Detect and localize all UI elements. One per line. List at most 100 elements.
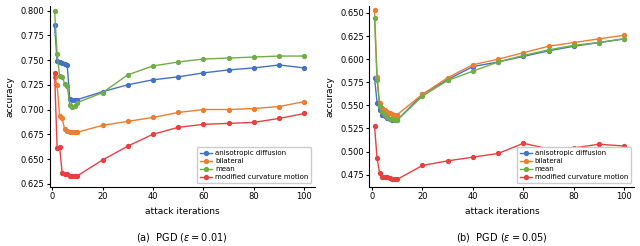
Line: anisotropic diffusion: anisotropic diffusion [372, 37, 627, 122]
mean [124, 73, 132, 76]
mean [388, 118, 396, 121]
anisotropic diffusion [391, 119, 399, 122]
modified curvature motion [68, 174, 76, 177]
bilateral [595, 37, 603, 40]
bilateral [391, 113, 399, 116]
mean [58, 75, 66, 78]
bilateral [53, 83, 61, 86]
bilateral [419, 93, 426, 96]
anisotropic diffusion [250, 66, 258, 69]
anisotropic diffusion [595, 41, 603, 44]
anisotropic diffusion [61, 62, 68, 65]
mean [376, 105, 383, 108]
modified curvature motion [371, 124, 378, 127]
anisotropic diffusion [388, 119, 396, 122]
anisotropic diffusion [149, 78, 157, 81]
modified curvature motion [520, 142, 527, 145]
Line: anisotropic diffusion: anisotropic diffusion [52, 23, 307, 102]
anisotropic diffusion [71, 98, 79, 101]
mean [61, 82, 68, 85]
anisotropic diffusion [520, 55, 527, 58]
mean [469, 70, 477, 73]
modified curvature motion [383, 176, 391, 179]
mean [225, 57, 232, 60]
bilateral [275, 105, 283, 108]
modified curvature motion [56, 146, 63, 149]
mean [51, 9, 58, 12]
bilateral [621, 34, 628, 37]
anisotropic diffusion [419, 93, 426, 96]
modified curvature motion [378, 175, 386, 178]
anisotropic diffusion [63, 63, 71, 66]
modified curvature motion [61, 172, 68, 175]
bilateral [124, 120, 132, 123]
Legend: anisotropic diffusion, bilateral, mean, modified curvature motion: anisotropic diffusion, bilateral, mean, … [516, 147, 631, 183]
bilateral [68, 131, 76, 134]
modified curvature motion [444, 159, 452, 162]
mean [386, 118, 394, 121]
bilateral [71, 131, 79, 134]
modified curvature motion [394, 178, 401, 181]
mean [250, 56, 258, 59]
anisotropic diffusion [386, 118, 394, 121]
anisotropic diffusion [301, 66, 308, 69]
bilateral [386, 111, 394, 114]
mean [56, 74, 63, 77]
anisotropic diffusion [444, 78, 452, 81]
bilateral [174, 111, 182, 114]
anisotropic diffusion [570, 45, 578, 48]
modified curvature motion [545, 147, 552, 150]
anisotropic diffusion [383, 117, 391, 120]
Line: modified curvature motion: modified curvature motion [372, 124, 627, 181]
bilateral [378, 107, 386, 110]
modified curvature motion [376, 171, 383, 174]
anisotropic diffusion [124, 83, 132, 86]
anisotropic diffusion [68, 98, 76, 101]
Y-axis label: accuracy: accuracy [6, 76, 15, 117]
mean [53, 53, 61, 56]
modified curvature motion [391, 178, 399, 181]
mean [444, 79, 452, 82]
anisotropic diffusion [381, 115, 388, 118]
anisotropic diffusion [371, 76, 378, 79]
modified curvature motion [71, 174, 79, 177]
modified curvature motion [66, 174, 74, 177]
anisotropic diffusion [494, 61, 502, 63]
mean [74, 101, 81, 104]
anisotropic diffusion [58, 62, 66, 64]
bilateral [66, 131, 74, 134]
bilateral [520, 51, 527, 54]
mean [174, 61, 182, 63]
mean [200, 58, 207, 61]
mean [275, 55, 283, 58]
mean [394, 119, 401, 122]
mean [595, 41, 603, 44]
mean [99, 91, 106, 94]
modified curvature motion [53, 147, 61, 150]
bilateral [388, 112, 396, 115]
bilateral [545, 45, 552, 48]
bilateral [376, 101, 383, 104]
bilateral [301, 100, 308, 103]
mean [373, 78, 381, 81]
mean [383, 116, 391, 119]
anisotropic diffusion [373, 101, 381, 104]
bilateral [570, 41, 578, 44]
X-axis label: attack iterations: attack iterations [145, 207, 220, 216]
modified curvature motion [386, 177, 394, 180]
mean [570, 44, 578, 47]
anisotropic diffusion [56, 61, 63, 63]
modified curvature motion [373, 157, 381, 160]
Y-axis label: accuracy: accuracy [326, 76, 335, 117]
mean [391, 119, 399, 122]
Legend: anisotropic diffusion, bilateral, mean, modified curvature motion: anisotropic diffusion, bilateral, mean, … [197, 147, 311, 183]
Line: bilateral: bilateral [372, 8, 627, 117]
bilateral [444, 76, 452, 79]
bilateral [373, 75, 381, 78]
anisotropic diffusion [174, 75, 182, 78]
mean [378, 110, 386, 113]
modified curvature motion [419, 164, 426, 167]
modified curvature motion [225, 122, 232, 125]
bilateral [225, 108, 232, 111]
bilateral [394, 113, 401, 116]
